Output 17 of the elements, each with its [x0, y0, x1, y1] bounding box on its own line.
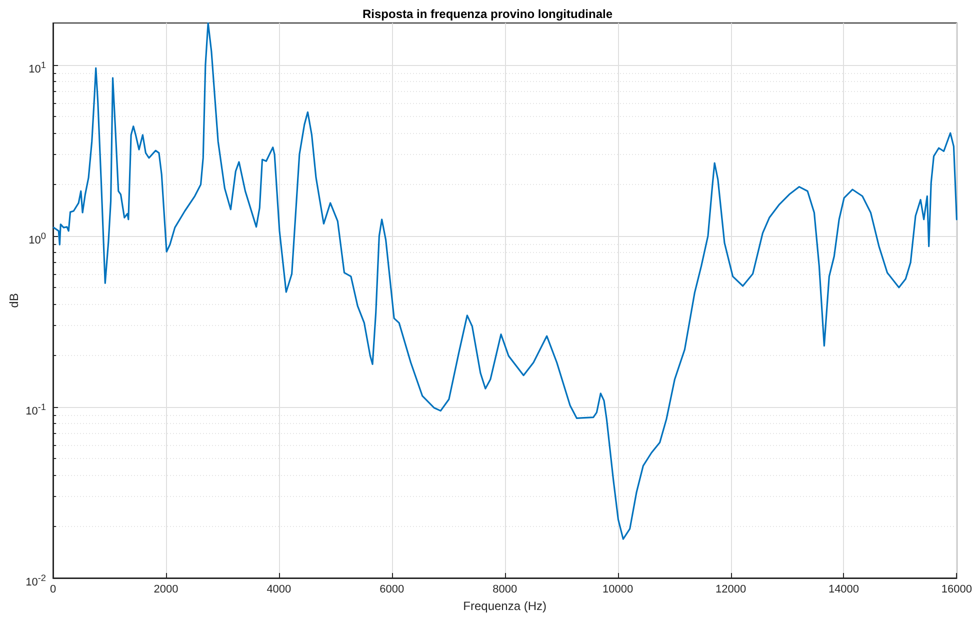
chart-title: Risposta in frequenza provino longitudinale — [362, 7, 613, 21]
x-axis-title: Frequenza (Hz) — [463, 599, 547, 613]
line-series — [52, 22, 958, 540]
x-tick-label: 2000 — [154, 584, 178, 596]
x-tick-label: 6000 — [380, 584, 404, 596]
x-tick-label: 0 — [50, 584, 56, 596]
y-tick-label: 10$^{1}$ — [28, 58, 46, 78]
y-tick-label: 10$^{-2}$ — [26, 572, 46, 591]
x-tick-label: 14000 — [828, 584, 860, 596]
x-tick-label: 10000 — [602, 584, 634, 596]
x-tick-label: 12000 — [715, 584, 746, 596]
y-axis-title: dB — [7, 293, 21, 308]
x-tick-label: 4000 — [266, 584, 292, 596]
x-tick-label: 16000 — [941, 584, 972, 596]
y-tick-label: 10$^{0}$ — [28, 230, 46, 249]
x-tick-label: 8000 — [492, 584, 518, 596]
y-tick-label: 10$^{-1}$ — [26, 400, 46, 420]
